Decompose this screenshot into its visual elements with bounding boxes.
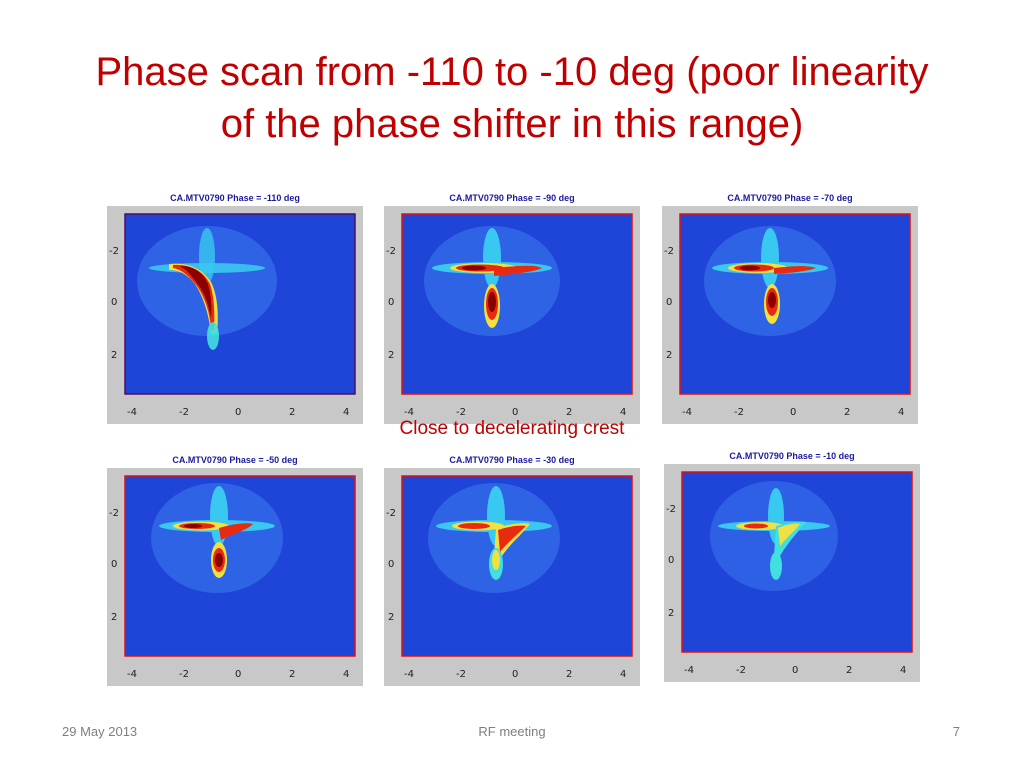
x-tick-label: -4 xyxy=(404,669,414,680)
beam-image-svg: -4 -2 0 2 4 -2 0 2 xyxy=(384,206,640,424)
y-tick-label: 0 xyxy=(666,297,672,308)
beam-image-panel-6: CA.MTV0790 Phase = -10 deg -4 -2 0 2 4 -… xyxy=(664,448,920,682)
x-tick-label: -2 xyxy=(734,407,744,418)
x-tick-label: 2 xyxy=(566,669,572,680)
beam-image-svg: -4 -2 0 2 4 -2 0 2 xyxy=(664,464,920,682)
beam-image: -4 -2 0 2 4 -2 0 2 xyxy=(107,206,363,424)
y-tick-label: 2 xyxy=(111,350,117,361)
beam-image-panel-2: CA.MTV0790 Phase = -90 deg -4 -2 0 2 4 -… xyxy=(384,190,640,424)
x-tick-label: 2 xyxy=(289,407,295,418)
x-tick-label: 4 xyxy=(343,407,349,418)
x-tick-label: 2 xyxy=(846,665,852,676)
footer-date: 29 May 2013 xyxy=(62,724,138,739)
panel-title: CA.MTV0790 Phase = -10 deg xyxy=(729,451,855,461)
y-tick-label: 0 xyxy=(668,555,674,566)
panel-title: CA.MTV0790 Phase = -30 deg xyxy=(449,455,575,465)
y-tick-label: -2 xyxy=(664,246,674,257)
x-tick-label: 4 xyxy=(898,407,904,418)
x-tick-label: -2 xyxy=(179,669,189,680)
x-tick-label: 0 xyxy=(512,407,518,418)
y-tick-label: 0 xyxy=(388,297,394,308)
y-tick-label: -2 xyxy=(666,504,676,515)
y-tick-label: -2 xyxy=(386,246,396,257)
x-tick-label: -2 xyxy=(736,665,746,676)
x-tick-label: 4 xyxy=(343,669,349,680)
x-tick-label: 0 xyxy=(235,669,241,680)
x-tick-label: -4 xyxy=(682,407,692,418)
x-tick-label: 4 xyxy=(620,669,626,680)
panel-title: CA.MTV0790 Phase = -70 deg xyxy=(727,193,853,203)
x-tick-label: 0 xyxy=(792,665,798,676)
beam-image-svg: -4 -2 0 2 4 -2 0 2 xyxy=(384,468,640,686)
x-tick-label: 2 xyxy=(289,669,295,680)
beam-image-svg: -4 -2 0 2 4 -2 0 2 xyxy=(107,206,363,424)
y-tick-label: 2 xyxy=(388,612,394,623)
y-tick-label: 2 xyxy=(111,612,117,623)
panel-title: CA.MTV0790 Phase = -110 deg xyxy=(170,193,300,203)
slide-title: Phase scan from -110 to -10 deg (poor li… xyxy=(40,46,984,150)
x-tick-label: -4 xyxy=(127,407,137,418)
slide-title-line-2: of the phase shifter in this range) xyxy=(220,102,804,146)
y-tick-label: -2 xyxy=(109,246,119,257)
x-tick-label: 0 xyxy=(790,407,796,418)
x-tick-label: -2 xyxy=(456,669,466,680)
footer-center: RF meeting xyxy=(478,724,546,739)
beam-image: -4 -2 0 2 4 -2 0 2 xyxy=(384,468,640,686)
beam-image: -4 -2 0 2 4 -2 0 2 xyxy=(384,206,640,424)
beam-image-panel-4: CA.MTV0790 Phase = -50 deg -4 -2 0 2 4 -… xyxy=(107,452,363,686)
beam-image-panel-3: CA.MTV0790 Phase = -70 deg -4 -2 0 2 4 -… xyxy=(662,190,918,424)
x-tick-label: 2 xyxy=(844,407,850,418)
x-tick-label: -4 xyxy=(404,407,414,418)
page-number: 7 xyxy=(952,724,960,739)
x-tick-label: -2 xyxy=(456,407,466,418)
beam-image-svg: -4 -2 0 2 4 -2 0 2 xyxy=(107,468,363,686)
x-tick-label: 0 xyxy=(235,407,241,418)
beam-image-panel-1: CA.MTV0790 Phase = -110 deg xyxy=(107,190,363,424)
x-tick-label: 2 xyxy=(566,407,572,418)
beam-image: -4 -2 0 2 4 -2 0 2 xyxy=(664,464,920,682)
slide-caption: Close to decelerating crest xyxy=(399,418,625,439)
y-tick-label: 2 xyxy=(388,350,394,361)
beam-image: -4 -2 0 2 4 -2 0 2 xyxy=(662,206,918,424)
panel-title: CA.MTV0790 Phase = -90 deg xyxy=(449,193,575,203)
x-tick-label: 0 xyxy=(512,669,518,680)
y-tick-label: 2 xyxy=(668,608,674,619)
y-tick-label: 0 xyxy=(388,559,394,570)
panel-title: CA.MTV0790 Phase = -50 deg xyxy=(172,455,298,465)
slide-title-line-1: Phase scan from -110 to -10 deg (poor li… xyxy=(95,50,929,94)
y-tick-label: -2 xyxy=(109,508,119,519)
y-tick-label: 0 xyxy=(111,297,117,308)
y-tick-label: 2 xyxy=(666,350,672,361)
y-tick-label: -2 xyxy=(386,508,396,519)
beam-image-svg: -4 -2 0 2 4 -2 0 2 xyxy=(662,206,918,424)
y-tick-label: 0 xyxy=(111,559,117,570)
x-tick-label: -4 xyxy=(684,665,694,676)
x-tick-label: -2 xyxy=(179,407,189,418)
x-tick-label: 4 xyxy=(900,665,906,676)
x-tick-label: -4 xyxy=(127,669,137,680)
beam-image-panel-5: CA.MTV0790 Phase = -30 deg -4 -2 0 2 4 -… xyxy=(384,452,640,686)
x-tick-label: 4 xyxy=(620,407,626,418)
beam-image: -4 -2 0 2 4 -2 0 2 xyxy=(107,468,363,686)
